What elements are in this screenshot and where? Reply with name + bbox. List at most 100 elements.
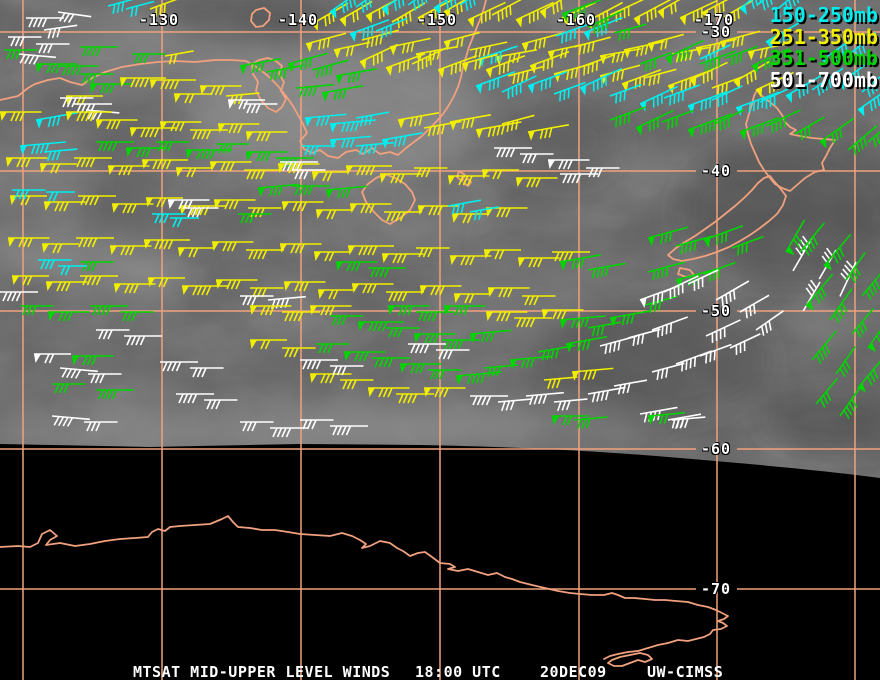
legend-item: 351-500mb (769, 46, 878, 70)
legend-item: 251-350mb (769, 24, 878, 49)
barb-pennant (518, 258, 525, 267)
barb-tick (473, 210, 478, 221)
barb-tick (645, 61, 648, 72)
barb-tick (155, 6, 158, 17)
coastline-antarctica (0, 515, 729, 660)
wind-barb (454, 293, 491, 304)
wind-barb (396, 393, 434, 404)
barb-tick (298, 169, 305, 180)
barb-tick (48, 353, 55, 364)
barb-staff (687, 113, 732, 131)
barb-pennant (310, 306, 317, 315)
barb-tick (369, 165, 376, 176)
barb-pennant (740, 4, 747, 15)
barb-staff (375, 17, 408, 32)
barb-tick (463, 305, 469, 316)
barb-tick (316, 68, 320, 79)
barb-staff (501, 114, 535, 125)
barb-tick (689, 50, 693, 61)
barb-tick (352, 12, 355, 23)
wind-barb (433, 0, 470, 15)
barb-tick (292, 201, 298, 212)
barb-pennant (444, 8, 451, 20)
barb-staff (647, 411, 685, 417)
barb-pennant (160, 122, 167, 131)
barb-tick (260, 151, 267, 162)
wind-barb (250, 305, 292, 316)
barb-tick (144, 127, 151, 138)
barb-tick (814, 294, 821, 304)
wind-barb (408, 343, 446, 354)
barb-pennant (366, 12, 373, 24)
barb-tick (555, 378, 561, 389)
barb-tick (255, 103, 261, 114)
wind-barb (514, 317, 552, 328)
barb-tick (664, 232, 668, 243)
barb-tick (661, 326, 664, 336)
barb-tick (816, 85, 821, 96)
barb-tick (167, 239, 174, 250)
wind-barb (0, 111, 42, 122)
barb-staff (257, 183, 300, 189)
barb-tick (677, 285, 680, 296)
barb-tick (739, 343, 742, 354)
barb-tick (534, 39, 538, 50)
barb-pennant (868, 342, 877, 352)
wind-barb (372, 357, 410, 368)
barb-pennant (676, 278, 683, 289)
barb-tick (501, 401, 506, 411)
barb-tick (78, 237, 84, 248)
barb-tick (627, 112, 631, 123)
barb-tick (845, 406, 853, 416)
barb-tick (378, 357, 385, 368)
barb-tick (602, 12, 605, 23)
barb-tick (835, 310, 843, 320)
barb-tick (535, 177, 541, 188)
wind-barb (170, 217, 199, 228)
wind-barb (355, 111, 390, 127)
barb-tick (277, 185, 283, 196)
barb-pennant (476, 83, 483, 94)
barb-tick (753, 69, 757, 80)
barb-tick (200, 149, 207, 160)
wind-barb (823, 233, 852, 271)
barb-tick (398, 62, 401, 73)
barb-tick (324, 305, 331, 316)
barb-tick (502, 63, 506, 74)
wind-barb (282, 347, 316, 358)
barb-tick (347, 73, 352, 84)
barb-tick (414, 343, 421, 354)
barb-tick (430, 10, 433, 21)
barb-staff (613, 379, 648, 387)
barb-tick (156, 159, 163, 170)
barb-tick (129, 245, 135, 256)
barb-tick (528, 13, 531, 24)
barb-tick (498, 249, 505, 260)
barb-tick (341, 315, 347, 326)
wind-barb (149, 0, 182, 17)
barb-tick (865, 290, 872, 300)
barb-tick (869, 101, 873, 112)
wind-barb (349, 19, 390, 42)
barb-tick (395, 211, 401, 222)
barb-staff (359, 43, 398, 63)
legend-item: 150-250mb (769, 3, 878, 27)
barb-tick (873, 81, 878, 92)
barb-tick (524, 295, 530, 306)
barb-tick (222, 143, 229, 154)
barb-tick (496, 169, 503, 180)
barb-staff (447, 199, 482, 207)
barb-tick (393, 137, 398, 148)
barb-tick (750, 72, 753, 83)
barb-staff (497, 398, 532, 403)
barb-tick (714, 5, 717, 16)
barb-tick (595, 60, 599, 71)
barb-tick (505, 147, 511, 158)
wind-barb (58, 265, 87, 276)
barb-pennant (8, 238, 15, 247)
barb-tick (577, 341, 582, 352)
barb-pennant (468, 17, 475, 28)
barb-tick (22, 237, 29, 248)
barb-tick (171, 361, 177, 372)
barb-tick (58, 201, 65, 212)
